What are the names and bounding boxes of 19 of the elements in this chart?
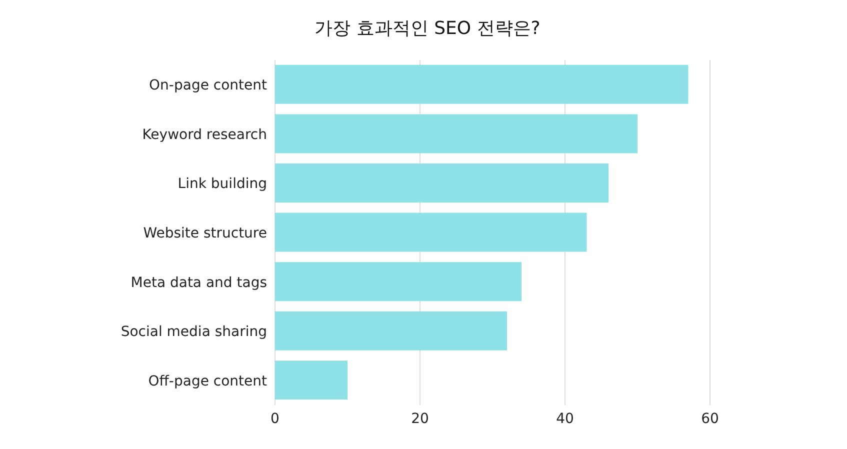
- x-tick-label: 20: [411, 410, 429, 427]
- y-tick-label: Keyword research: [142, 126, 267, 143]
- y-tick-label: Meta data and tags: [130, 274, 267, 291]
- x-tick-label: 60: [701, 410, 719, 427]
- chart-title: 가장 효과적인 SEO 전략은?: [314, 17, 542, 40]
- bar: [275, 64, 688, 104]
- bar: [275, 212, 587, 252]
- y-tick-label: Website structure: [143, 225, 267, 242]
- x-tick-label: 0: [270, 410, 280, 427]
- bar: [275, 262, 522, 302]
- bar: [275, 164, 608, 202]
- y-tick-label: Social media sharing: [120, 324, 267, 340]
- bar: [275, 311, 507, 350]
- y-tick-label: Off-page content: [148, 373, 268, 390]
- y-tick-label: Link building: [178, 176, 267, 192]
- bar: [275, 360, 348, 400]
- y-tick-label: On-page content: [149, 78, 268, 94]
- bar: [275, 114, 638, 154]
- x-tick-label: 40: [556, 410, 574, 427]
